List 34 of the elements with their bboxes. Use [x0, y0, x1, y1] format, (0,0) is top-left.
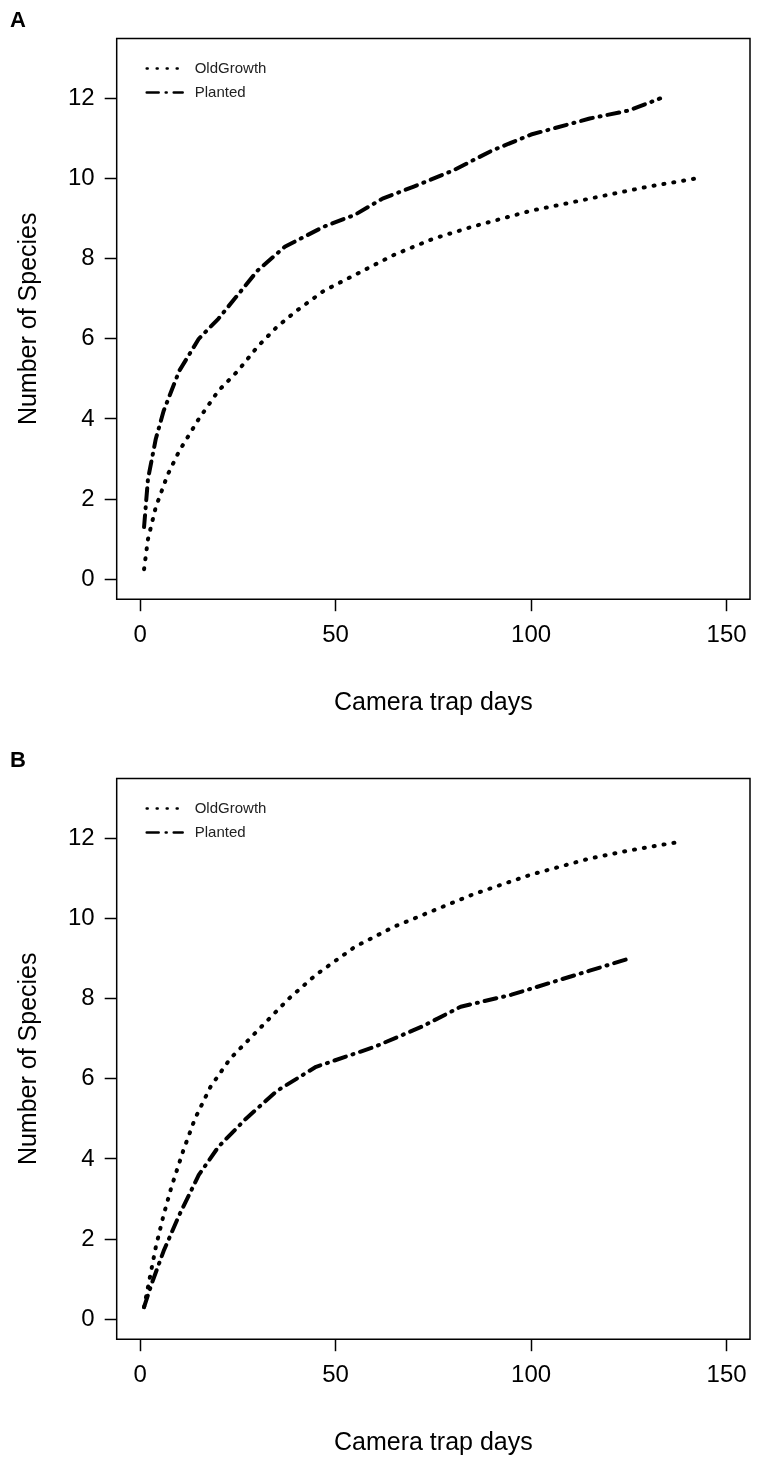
y-tick-label: 12	[67, 83, 95, 111]
x-tick-label: 50	[322, 1360, 349, 1388]
y-tick-label: 2	[81, 1223, 95, 1251]
x-tick-label: 0	[133, 1360, 147, 1388]
y-axis-title: Number of Species	[12, 952, 41, 1166]
line-series	[142, 176, 698, 572]
y-tick-label: 0	[81, 563, 95, 591]
x-tick-label: 150	[706, 1360, 747, 1388]
x-tick-label: 100	[511, 1360, 552, 1388]
y-tick-label: 0	[81, 1303, 95, 1331]
y-tick-label: 8	[81, 243, 95, 271]
x-tick-label: 100	[511, 620, 552, 648]
y-tick-label: 2	[81, 483, 95, 511]
legend-label: Planted	[194, 82, 246, 100]
x-axis-title: Camera trap days	[334, 686, 533, 715]
x-tick-label: 0	[133, 620, 147, 648]
line-series	[142, 96, 663, 530]
y-tick-label: 4	[81, 1143, 95, 1171]
y-tick-label: 10	[67, 903, 95, 931]
x-axis-title: Camera trap days	[334, 1426, 533, 1455]
y-tick-label: 4	[81, 403, 95, 431]
y-tick-label: 8	[81, 983, 95, 1011]
chart-title: B	[10, 747, 26, 773]
y-tick-label: 6	[81, 323, 95, 351]
y-tick-label: 6	[81, 1063, 95, 1091]
y-tick-label: 10	[67, 163, 95, 191]
y-axis-title: Number of Species	[12, 212, 41, 426]
legend-label: OldGrowth	[194, 798, 267, 816]
chart-title: A	[10, 7, 26, 33]
legend-label: OldGrowth	[194, 58, 267, 76]
y-tick-label: 12	[67, 823, 95, 851]
legend-label: Planted	[194, 822, 246, 840]
x-tick-label: 50	[322, 620, 349, 648]
x-tick-label: 150	[706, 620, 747, 648]
